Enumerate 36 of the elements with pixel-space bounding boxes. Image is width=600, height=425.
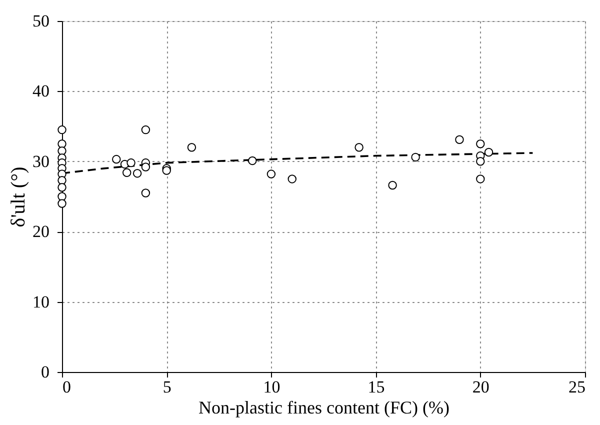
y-axis-title: δ'ult (°) <box>8 166 30 228</box>
point <box>476 157 485 166</box>
y-tick-label: 0 <box>41 362 50 382</box>
point <box>58 183 66 192</box>
point <box>476 139 485 148</box>
x-tick-label: 25 <box>568 378 586 396</box>
point <box>354 142 364 152</box>
y-tick-label: 10 <box>32 292 50 312</box>
x-tick-label: 15 <box>368 378 385 396</box>
x-tick-label: 10 <box>263 378 280 396</box>
y-tick-label: 50 <box>32 12 50 30</box>
point <box>112 154 121 164</box>
y-tick-label: 40 <box>32 82 50 101</box>
point <box>58 125 66 134</box>
point <box>248 156 257 166</box>
point <box>122 168 132 177</box>
point <box>141 125 150 134</box>
x-tick-label: 20 <box>472 378 490 396</box>
point <box>455 135 464 144</box>
point <box>132 168 142 178</box>
point <box>411 152 420 162</box>
point <box>388 180 397 190</box>
y-tick-label: 20 <box>32 222 50 242</box>
x-tick-label: 0 <box>62 378 71 396</box>
x-tick-label: 5 <box>162 378 172 396</box>
x-axis-title: Non-plastic fines content (FC) (%) <box>198 398 450 418</box>
point <box>266 170 276 178</box>
point <box>187 142 196 152</box>
point <box>288 174 296 184</box>
point <box>484 148 494 157</box>
point <box>476 174 485 184</box>
y-tick-label: 30 <box>32 152 50 171</box>
point <box>141 188 150 198</box>
point <box>141 162 150 172</box>
point <box>126 158 136 168</box>
point <box>58 199 66 208</box>
